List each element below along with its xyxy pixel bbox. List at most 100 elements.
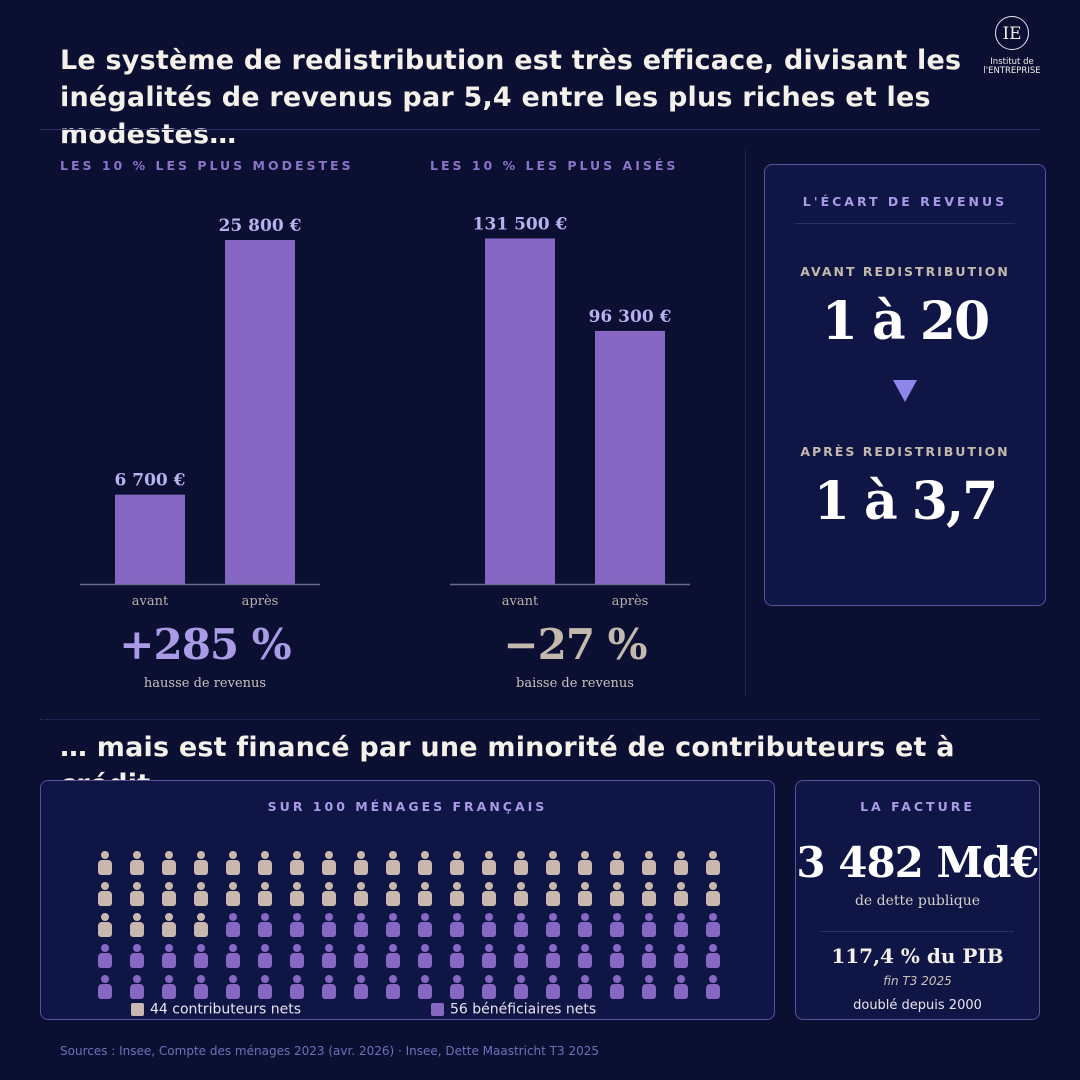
legend-swatch-contributors <box>131 1003 144 1016</box>
person-icon-contributor <box>290 882 304 907</box>
person-icon-contributor <box>258 882 272 907</box>
person-icon-beneficiary <box>322 944 336 969</box>
bar-value-label: 96 300 € <box>589 307 672 327</box>
person-icon-beneficiary <box>578 944 592 969</box>
bar-value-label: 131 500 € <box>473 214 568 234</box>
person-icon-beneficiary <box>674 975 688 1000</box>
person-icon-contributor <box>674 882 688 907</box>
person-icon-contributor <box>674 851 688 876</box>
person-icon-contributor <box>482 851 496 876</box>
person-icon-beneficiary <box>418 944 432 969</box>
gap-before-label: AVANT REDISTRIBUTION <box>800 264 1010 279</box>
gap-before-value: 1 à 20 <box>821 291 990 352</box>
logo: IE <box>995 16 1029 50</box>
facture-note: doublé depuis 2000 <box>853 998 982 1013</box>
logo-text-line1: Institut de <box>990 57 1034 67</box>
person-icon-beneficiary <box>418 913 432 938</box>
bar-après <box>225 240 295 584</box>
person-icon-beneficiary <box>226 913 240 938</box>
person-icon-beneficiary <box>322 913 336 938</box>
x-tick-label: après <box>242 594 279 609</box>
person-icon-contributor <box>546 851 560 876</box>
person-icon-contributor <box>386 851 400 876</box>
person-icon-beneficiary <box>610 944 624 969</box>
legend-beneficiaries: 56 bénéficiaires nets <box>431 999 596 1018</box>
person-icon-beneficiary <box>450 944 464 969</box>
person-icon-contributor <box>98 882 112 907</box>
facture-title: LA FACTURE <box>860 799 975 814</box>
person-icon-contributor <box>418 851 432 876</box>
person-icon-contributor <box>610 851 624 876</box>
person-icon-beneficiary <box>194 975 208 1000</box>
person-icon-contributor <box>162 913 176 938</box>
facture-amount: 3 482 Md€ <box>796 838 1039 887</box>
person-icon-beneficiary <box>642 913 656 938</box>
person-icon-beneficiary <box>546 975 560 1000</box>
person-icon-contributor <box>194 913 208 938</box>
down-arrow-icon <box>893 380 917 402</box>
person-icon-beneficiary <box>642 944 656 969</box>
legend-beneficiaries-label: 56 bénéficiaires nets <box>450 1001 597 1018</box>
person-icon-beneficiary <box>578 913 592 938</box>
person-icon-beneficiary <box>162 944 176 969</box>
legend-contributors-label: 44 contributeurs nets <box>150 1001 302 1018</box>
person-icon-beneficiary <box>98 944 112 969</box>
person-icon-beneficiary <box>130 944 144 969</box>
second-headline: … mais est financé par une minorité de c… <box>60 732 955 800</box>
person-icon-beneficiary <box>386 913 400 938</box>
person-icon-contributor <box>514 882 528 907</box>
page-title: Le système de redistribution est très ef… <box>60 45 962 150</box>
person-icon-beneficiary <box>354 913 368 938</box>
person-icon-contributor <box>322 882 336 907</box>
person-icon-beneficiary <box>642 975 656 1000</box>
facture-pct-gdp: 117,4 % du PIB <box>831 944 1004 968</box>
person-icon-contributor <box>130 882 144 907</box>
chart-aises-summary: −27 % <box>503 620 647 669</box>
person-icon-beneficiary <box>706 975 720 1000</box>
person-icon-contributor <box>290 851 304 876</box>
person-icon-contributor <box>482 882 496 907</box>
person-icon-contributor <box>194 882 208 907</box>
households-card: SUR 100 MÉNAGES FRANÇAIS 44 contributeur… <box>40 780 775 1020</box>
person-icon-beneficiary <box>482 975 496 1000</box>
person-icon-beneficiary <box>98 975 112 1000</box>
person-icon-contributor <box>162 851 176 876</box>
gap-card-divider <box>795 223 1015 224</box>
person-icon-contributor <box>354 882 368 907</box>
facture-period: fin T3 2025 <box>883 974 952 988</box>
person-icon-beneficiary <box>354 944 368 969</box>
person-icon-beneficiary <box>290 913 304 938</box>
person-icon-beneficiary <box>258 944 272 969</box>
person-icon-beneficiary <box>514 913 528 938</box>
person-icon-beneficiary <box>514 944 528 969</box>
logo-mark: IE <box>995 16 1029 50</box>
person-icon-beneficiary <box>418 975 432 1000</box>
chart-modestes-caption: hausse de revenus <box>143 676 267 691</box>
person-icon-contributor <box>514 851 528 876</box>
person-icon-contributor <box>610 882 624 907</box>
person-icon-contributor <box>98 913 112 938</box>
bar-value-label: 25 800 € <box>219 216 302 236</box>
logo-text-line2: l'ENTREPRISE <box>983 66 1041 76</box>
logo-text: Institut de l'ENTREPRISE <box>972 58 1052 76</box>
person-icon-contributor <box>450 851 464 876</box>
person-icon-beneficiary <box>546 944 560 969</box>
person-icon-beneficiary <box>386 975 400 1000</box>
person-icon-beneficiary <box>706 913 720 938</box>
person-icon-contributor <box>98 851 112 876</box>
person-icon-contributor <box>354 851 368 876</box>
person-icon-beneficiary <box>386 944 400 969</box>
person-icon-beneficiary <box>450 975 464 1000</box>
header-divider <box>40 129 1040 130</box>
person-icon-contributor <box>258 851 272 876</box>
x-tick-label: avant <box>132 594 169 609</box>
person-icon-contributor <box>194 851 208 876</box>
x-tick-label: avant <box>502 594 539 609</box>
person-icon-beneficiary <box>290 944 304 969</box>
chart-aises-caption: baisse de revenus <box>516 676 634 691</box>
legend-contributors: 44 contributeurs nets <box>131 999 301 1018</box>
person-icon-contributor <box>706 882 720 907</box>
chart-aises-title: LES 10 % LES PLUS AISÉS <box>430 158 679 173</box>
person-icon-beneficiary <box>674 944 688 969</box>
person-icon-beneficiary <box>610 975 624 1000</box>
